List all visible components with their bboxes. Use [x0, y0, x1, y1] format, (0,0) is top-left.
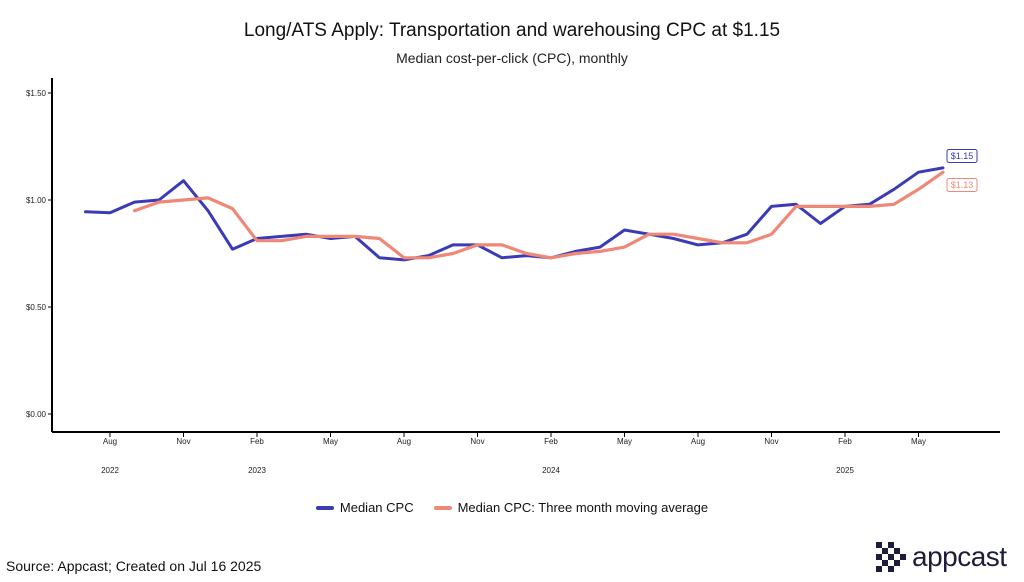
- x-tick-label-11: May: [911, 437, 926, 446]
- y-tick-label-1: $0.50: [26, 303, 47, 312]
- x-tick-label-10: Feb: [838, 437, 852, 446]
- appcast-grid-icon: [876, 542, 906, 572]
- chart-title: Long/ATS Apply: Transportation and wareh…: [243, 20, 781, 41]
- legend-swatch-median-cpc: [315, 505, 334, 510]
- end-label-box-1: [946, 178, 978, 192]
- appcast-logo[interactable]: appcast: [876, 540, 1007, 574]
- x-tick-label-9: Nov: [764, 437, 778, 446]
- series-line-0: [84, 166, 945, 262]
- y-tick-label-3: $1.50: [26, 89, 47, 98]
- chart-subtitle: Median cost-per-click (CPC), monthly: [396, 50, 628, 66]
- year-label-2: 2024: [542, 466, 560, 475]
- legend-label-median-cpc: Median CPC: [339, 500, 414, 515]
- x-tick-label-5: Nov: [470, 437, 484, 446]
- year-label-3: 2025: [836, 466, 854, 475]
- series-line-1: [132, 170, 945, 260]
- legend: Median CPC Median CPC: Three month movin…: [0, 500, 1024, 515]
- y-tick-label-2: $1.00: [26, 196, 47, 205]
- x-tick-label-3: May: [323, 437, 338, 446]
- legend-item-moving-average: Median CPC: Three month moving average: [433, 500, 709, 515]
- x-tick-label-1: Nov: [176, 437, 190, 446]
- year-label-1: 2023: [248, 466, 266, 475]
- y-tick-label-0: $0.00: [26, 410, 47, 419]
- legend-item-median-cpc: Median CPC: [315, 500, 414, 515]
- source-note: Source: Appcast; Created on Jul 16 2025: [6, 558, 262, 574]
- line-chart: $0.00 $0.50 $1.00 $1.50 Aug Nov Feb May Aug Nov Fe…: [26, 78, 1000, 475]
- x-tick-label-4: Aug: [397, 437, 411, 446]
- logo-text: appcast: [912, 541, 1007, 572]
- x-tick-label-6: Feb: [544, 437, 558, 446]
- x-tick-label-8: Aug: [691, 437, 705, 446]
- year-label-0: 2022: [101, 466, 119, 475]
- end-label-box-0: [946, 149, 978, 163]
- x-tick-label-0: Aug: [103, 437, 117, 446]
- legend-label-moving-average: Median CPC: Three month moving average: [457, 500, 709, 515]
- end-label-0: $1.15: [951, 151, 974, 161]
- end-label-1: $1.13: [951, 180, 974, 190]
- x-tick-label-2: Feb: [250, 437, 264, 446]
- legend-swatch-moving-average: [433, 505, 452, 510]
- x-tick-label-7: May: [617, 437, 632, 446]
